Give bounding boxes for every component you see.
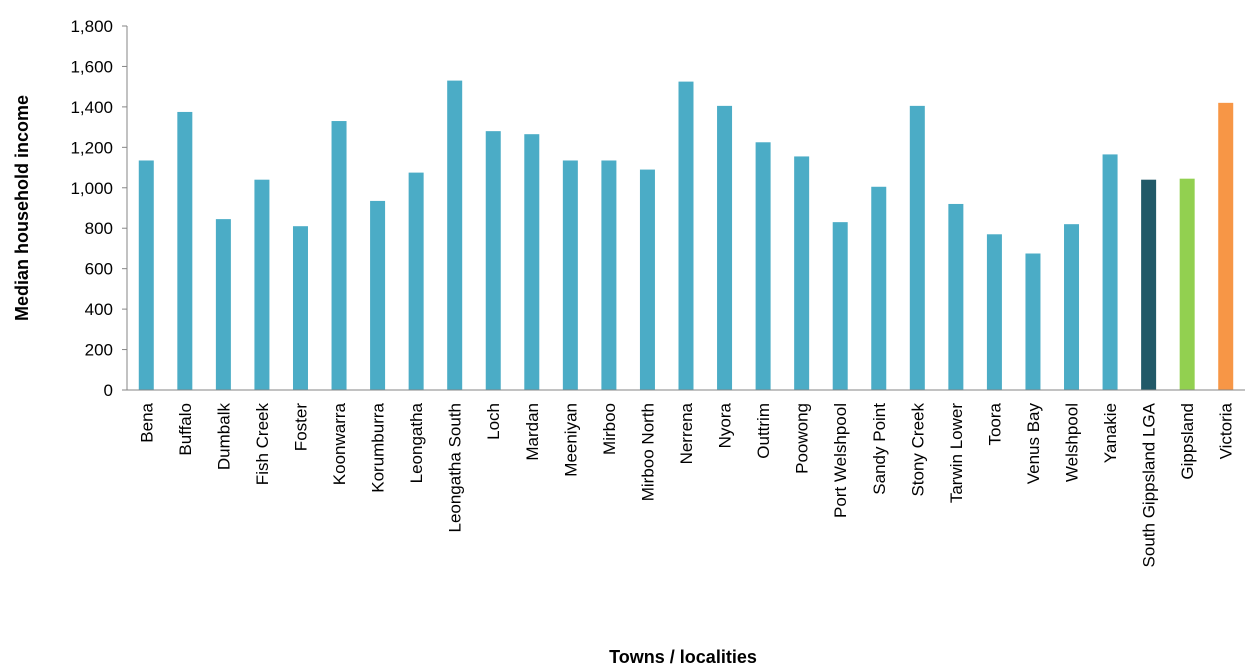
bar [177, 111, 193, 390]
x-tick-label: Meeniyan [561, 403, 580, 477]
x-tick-label: Leongatha [407, 402, 426, 483]
bar [447, 80, 463, 390]
x-tick-label: Port Welshpool [831, 403, 850, 518]
bar [215, 219, 231, 390]
y-tick-label: 800 [85, 219, 113, 238]
x-tick-label: Korumburra [369, 402, 388, 492]
y-tick-label: 1,400 [70, 98, 113, 117]
x-tick-label: Stony Creek [908, 403, 927, 497]
bar [1025, 253, 1041, 390]
y-tick-label: 600 [85, 260, 113, 279]
x-tick-label: Fish Creek [253, 403, 272, 486]
x-tick-label: Sandy Point [870, 403, 889, 495]
x-tick-label: Outtrim [754, 403, 773, 459]
x-tick-label: Nerrena [677, 402, 696, 464]
bar [601, 160, 617, 390]
y-tick-label: 0 [104, 381, 113, 400]
bar [755, 142, 771, 390]
bar [1179, 178, 1195, 390]
x-tick-label: Poowong [793, 403, 812, 474]
x-tick-label: Victoria [1217, 402, 1236, 459]
x-tick-label: Foster [291, 403, 310, 452]
bar [1064, 224, 1080, 390]
bar [1141, 179, 1157, 390]
bar [678, 81, 694, 390]
bar [832, 222, 848, 390]
bar [408, 172, 424, 390]
bar [794, 156, 810, 390]
x-tick-label: Koonwarra [330, 402, 349, 485]
x-tick-label: Mirboo North [638, 403, 657, 501]
x-tick-label: Venus Bay [1024, 403, 1043, 485]
x-tick-label: Gippsland [1178, 403, 1197, 480]
plot-area: 0 200 400 600 800 1,000 1,200 1,400 1,600 1,800 Be… [70, 17, 1245, 567]
bar [948, 203, 964, 390]
x-axis-title: Towns / localities [609, 647, 757, 667]
bar [717, 105, 733, 390]
bar [1218, 102, 1234, 390]
y-axis-title: Median household income [12, 95, 32, 321]
bar [562, 160, 578, 390]
bar [909, 105, 925, 390]
y-tick-label: 200 [85, 341, 113, 360]
x-tick-label: Mirboo [600, 403, 619, 455]
x-tick-label: Nyora [716, 402, 735, 448]
y-tick-label: 1,800 [70, 17, 113, 36]
bar [1102, 154, 1118, 390]
x-tick-label: Bena [137, 402, 156, 442]
x-tick-label: Leongatha South [446, 403, 465, 533]
y-tick-label: 400 [85, 300, 113, 319]
bar [292, 226, 308, 390]
x-tick-label: Yanakie [1101, 403, 1120, 463]
x-tick-label: Loch [484, 403, 503, 440]
bar [254, 179, 270, 390]
x-tick-label: Toora [985, 402, 1004, 445]
x-tick-label: South Gippsland LGA [1140, 402, 1159, 567]
bar [639, 169, 655, 390]
bar [871, 186, 887, 390]
bar [331, 121, 347, 391]
y-tick-label: 1,000 [70, 179, 113, 198]
bar [986, 234, 1002, 390]
y-tick-label: 1,600 [70, 57, 113, 76]
x-tick-label: Tarwin Lower [947, 403, 966, 503]
y-tick-label: 1,200 [70, 138, 113, 157]
bar [485, 131, 501, 390]
x-tick-label: Welshpool [1063, 403, 1082, 482]
x-tick-label: Dumbalk [214, 403, 233, 471]
x-tick-label: Mardan [523, 403, 542, 461]
bar [138, 160, 154, 390]
bar [370, 200, 386, 390]
x-tick-label: Buffalo [176, 403, 195, 456]
bar [524, 134, 540, 390]
